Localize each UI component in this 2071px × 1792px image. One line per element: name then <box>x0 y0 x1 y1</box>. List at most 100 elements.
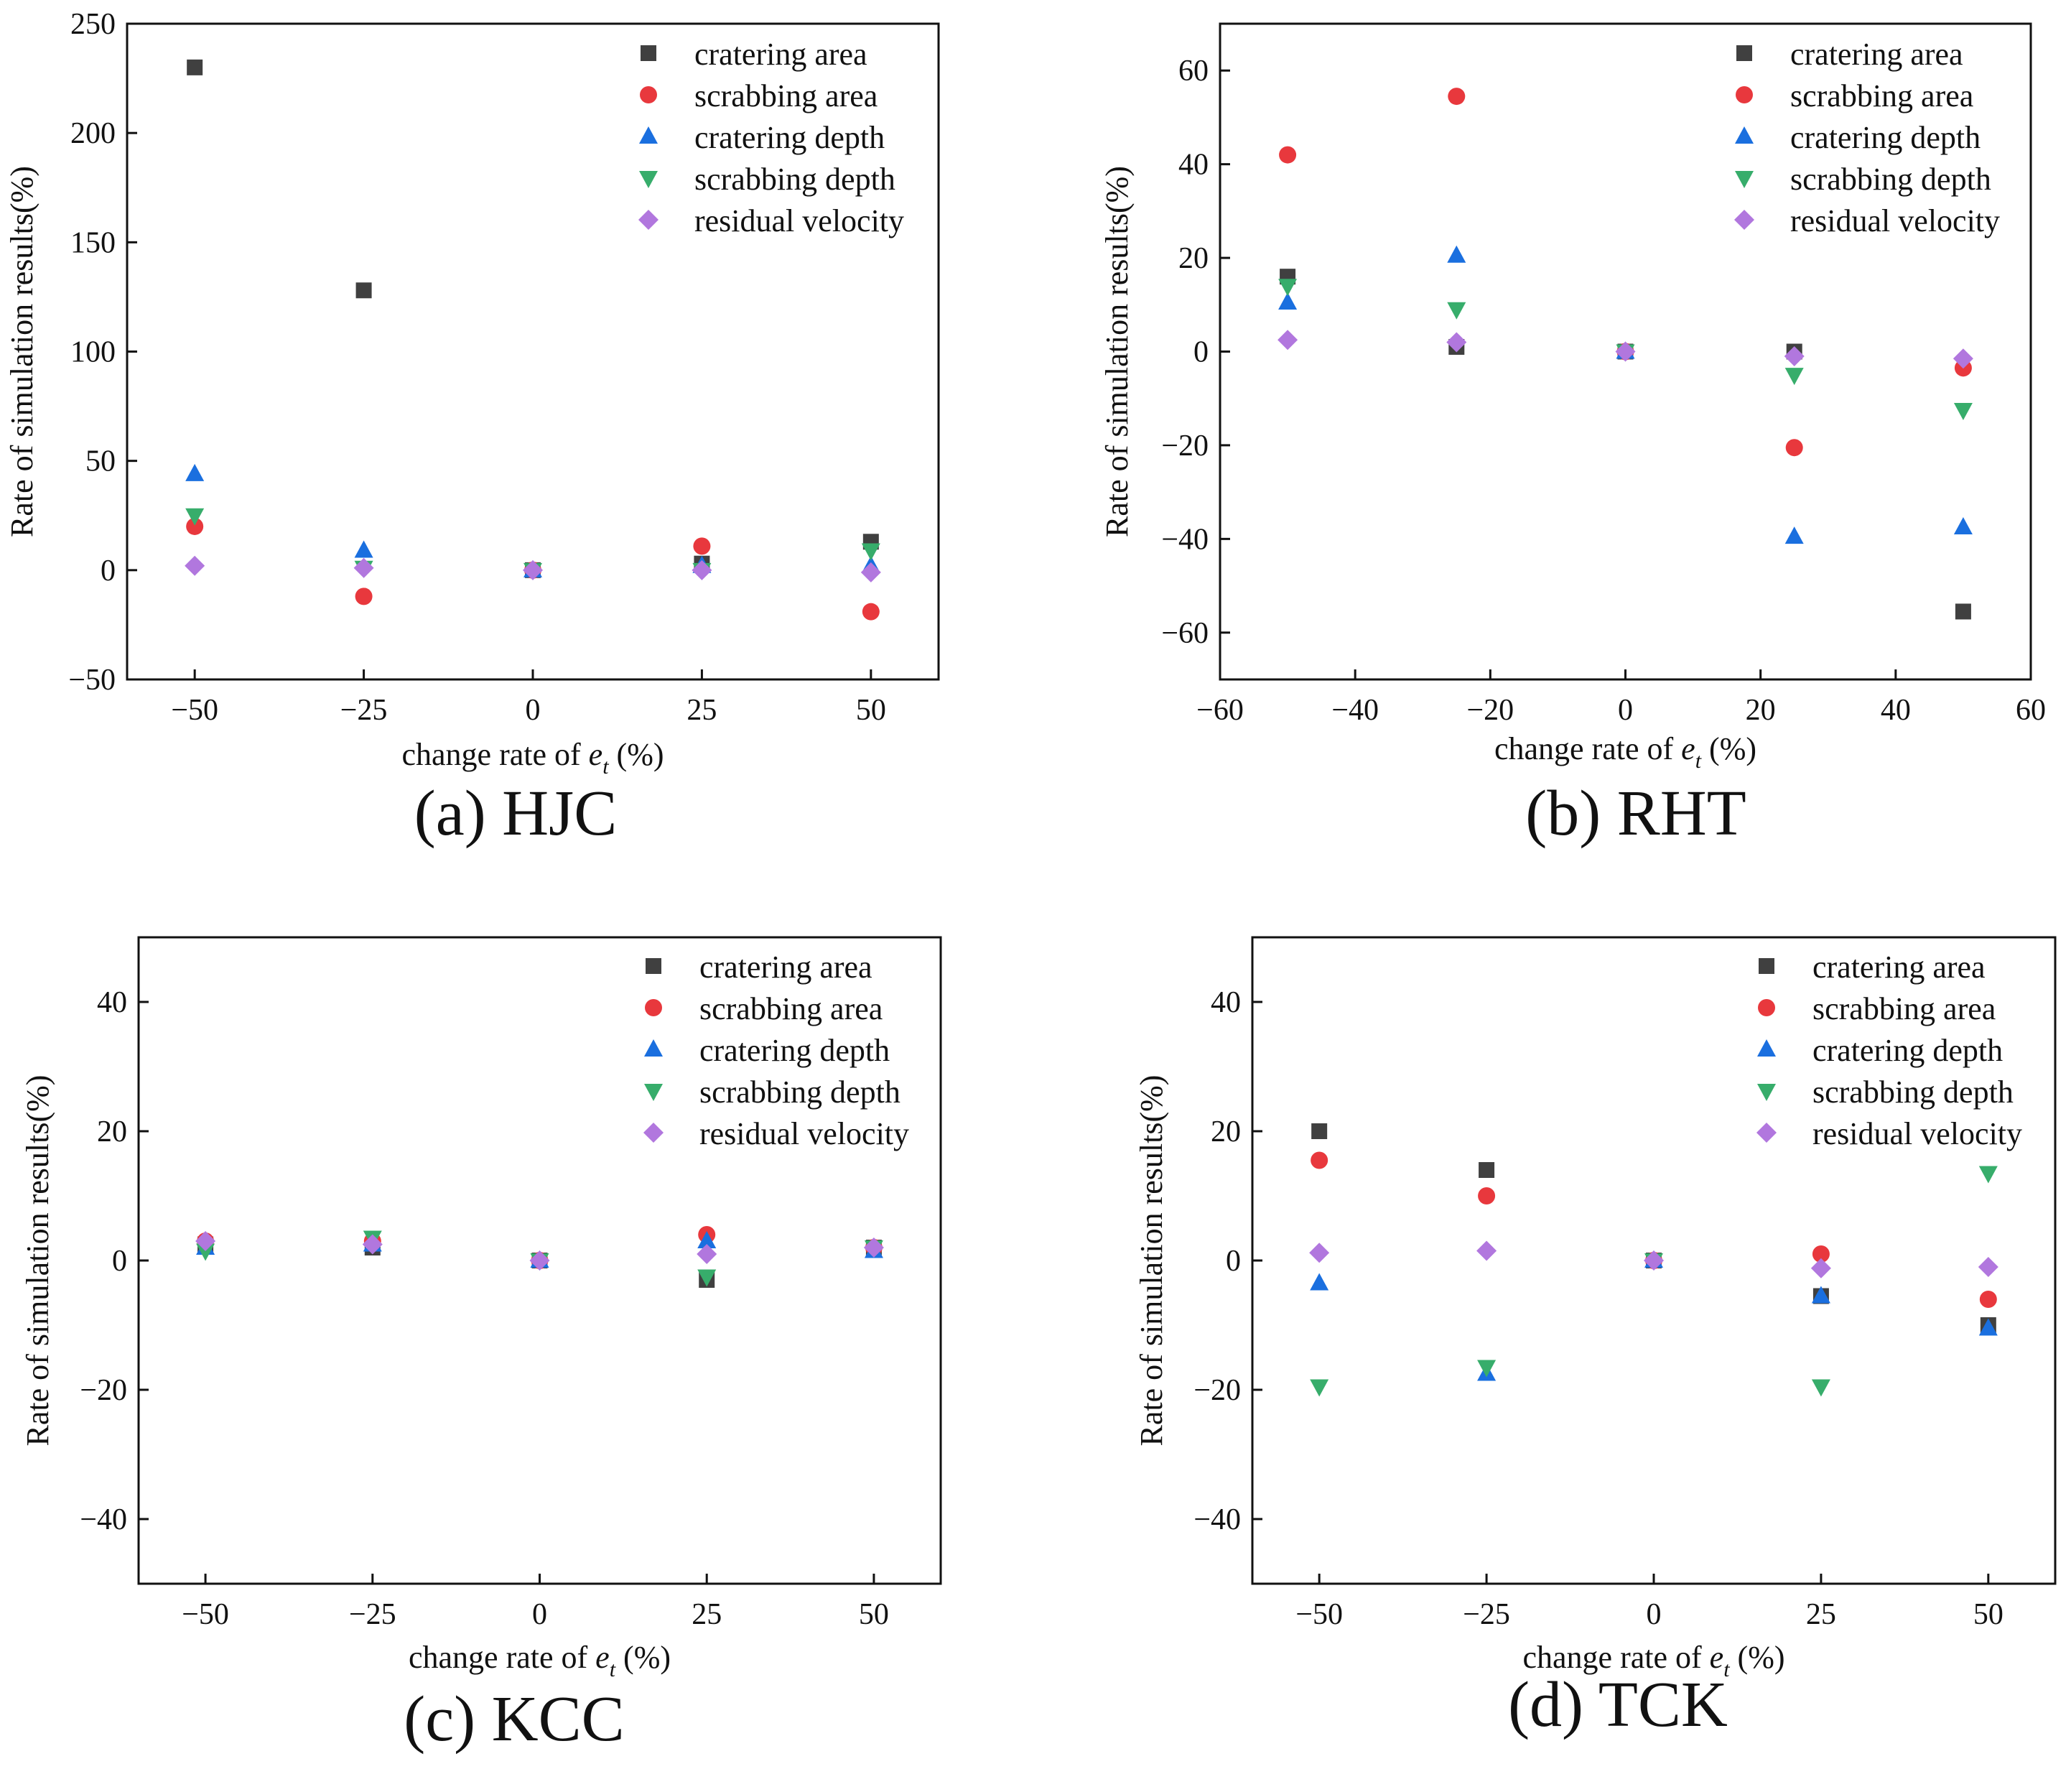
data-point-residual_velocity <box>1644 1250 1664 1271</box>
legend-label-cratering_area: cratering area <box>699 950 872 985</box>
data-point-scrabbing_area <box>355 588 373 605</box>
data-point-scrabbing_depth <box>1310 1379 1329 1397</box>
data-point-cratering_depth <box>1953 517 1973 535</box>
data-point-scrabbing_depth <box>697 1269 717 1287</box>
y-tick-label: −40 <box>1193 1503 1241 1536</box>
y-tick-label: 150 <box>70 226 116 259</box>
data-point-scrabbing_depth <box>185 508 205 526</box>
y-tick-label: −20 <box>80 1374 127 1407</box>
y-tick-label: −60 <box>1161 617 1209 650</box>
legend-marker-scrabbing_depth <box>1735 171 1754 188</box>
legend-label-scrabbing_depth: scrabbing depth <box>699 1074 900 1110</box>
data-point-residual_velocity <box>1953 348 1973 369</box>
legend-label-cratering_depth: cratering depth <box>1790 120 1981 155</box>
data-point-scrabbing_area <box>862 603 880 621</box>
legend-marker-cratering_depth <box>1757 1039 1776 1057</box>
legend-label-scrabbing_area: scrabbing area <box>1790 78 1973 113</box>
chart-panel-hjc: −50 −25 0 25 50 −50 0 50 100 150 200 250 change rate… <box>4 8 940 849</box>
data-point-cratering_depth <box>1310 1273 1329 1291</box>
data-point-residual_velocity <box>860 562 881 582</box>
data-point-residual_velocity <box>1615 341 1636 362</box>
x-tick-label: 50 <box>859 1598 889 1631</box>
legend-label-cratering_depth: cratering depth <box>694 120 885 155</box>
y-tick-label: 0 <box>112 1245 127 1278</box>
data-point-scrabbing_area <box>1812 1245 1830 1263</box>
y-axis-title: Rate of simulation results(%) <box>1099 166 1135 537</box>
data-point-residual_velocity <box>529 1250 550 1271</box>
x-tick-label: 25 <box>687 694 717 727</box>
data-point-cratering_area <box>1955 603 1971 620</box>
legend-label-scrabbing_depth: scrabbing depth <box>694 162 895 197</box>
data-point-scrabbing_area <box>1279 146 1297 164</box>
panel-caption: (d) TCK <box>1508 1669 1728 1740</box>
y-tick-label: −20 <box>1193 1374 1241 1407</box>
legend-marker-residual_velocity <box>1734 210 1754 230</box>
data-point-scrabbing_area <box>186 517 204 535</box>
x-tick-label: 25 <box>692 1598 722 1631</box>
data-point-cratering_depth <box>185 463 205 481</box>
legend-marker-residual_velocity <box>643 1123 664 1143</box>
x-tick-label: −50 <box>171 694 218 727</box>
x-tick-label: −25 <box>349 1598 396 1631</box>
data-point-scrabbing_area <box>693 537 711 555</box>
legend-marker-scrabbing_depth <box>644 1084 663 1101</box>
x-tick-label: 0 <box>532 1598 547 1631</box>
x-tick-label: 0 <box>526 694 541 727</box>
legend-label-cratering_depth: cratering depth <box>1812 1033 2003 1068</box>
panel-caption: (c) KCC <box>404 1684 624 1755</box>
data-point-cratering_area <box>355 282 372 299</box>
y-tick-label: 20 <box>1178 242 1209 275</box>
x-axis-title: change rate of et (%) <box>1522 1640 1784 1681</box>
x-tick-label: −50 <box>182 1598 229 1631</box>
data-point-residual_velocity <box>1476 1240 1497 1261</box>
data-point-residual_velocity <box>1446 332 1467 353</box>
legend-label-scrabbing_area: scrabbing area <box>1812 991 1996 1026</box>
legend-marker-scrabbing_area <box>1736 86 1753 103</box>
data-point-residual_velocity <box>697 1244 717 1264</box>
y-axis-title: Rate of simulation results(%) <box>4 166 39 537</box>
y-tick-label: −40 <box>1161 523 1209 556</box>
data-point-residual_velocity <box>523 560 543 580</box>
data-point-cratering_depth <box>1978 1318 1998 1336</box>
legend: cratering area scrabbing area cratering de… <box>638 37 904 238</box>
legend-label-residual_velocity: residual velocity <box>694 203 904 238</box>
legend-label-cratering_depth: cratering depth <box>699 1033 890 1068</box>
legend-marker-scrabbing_area <box>640 86 657 103</box>
chart-panel-kcc: −50 −25 0 25 50 −40 −20 0 20 40 change rate of et … <box>20 936 942 1755</box>
y-tick-label: −50 <box>68 664 116 697</box>
y-tick-label: 0 <box>101 554 116 588</box>
legend-label-cratering_area: cratering area <box>1790 37 1963 72</box>
data-point-residual_velocity <box>1277 330 1298 350</box>
legend-marker-cratering_depth <box>1735 126 1754 144</box>
x-tick-label: 0 <box>1647 1598 1662 1631</box>
legend: cratering area scrabbing area cratering de… <box>1756 950 2022 1151</box>
data-point-scrabbing_depth <box>861 543 880 561</box>
panel-caption: (a) HJC <box>414 778 617 849</box>
data-point-residual_velocity <box>362 1234 383 1255</box>
y-axis-title: Rate of simulation results(%) <box>1134 1075 1169 1447</box>
data-point-scrabbing_area <box>1448 88 1466 106</box>
data-point-cratering_area <box>1311 1123 1328 1139</box>
x-tick-label: −25 <box>1463 1598 1510 1631</box>
x-axis-title: change rate of et (%) <box>1494 731 1756 773</box>
legend-label-residual_velocity: residual velocity <box>699 1116 909 1151</box>
legend: cratering area scrabbing area cratering de… <box>1734 37 2000 238</box>
x-tick-label: −60 <box>1196 694 1244 727</box>
y-tick-label: 60 <box>1178 55 1209 88</box>
legend-marker-cratering_area <box>641 45 656 61</box>
data-point-scrabbing_area <box>1478 1187 1496 1204</box>
x-tick-label: −50 <box>1295 1598 1343 1631</box>
x-tick-label: 20 <box>1746 694 1776 727</box>
y-tick-label: 200 <box>70 117 116 150</box>
panel-caption: (b) RHT <box>1525 778 1746 849</box>
data-point-cratering_depth <box>354 540 373 558</box>
y-tick-label: 100 <box>70 336 116 369</box>
legend-marker-cratering_depth <box>644 1039 663 1057</box>
data-point-scrabbing_depth <box>1953 403 1973 421</box>
legend-label-scrabbing_area: scrabbing area <box>694 78 878 113</box>
data-point-residual_velocity <box>353 557 374 578</box>
data-point-scrabbing_depth <box>1784 368 1804 386</box>
x-tick-label: 0 <box>1618 694 1633 727</box>
